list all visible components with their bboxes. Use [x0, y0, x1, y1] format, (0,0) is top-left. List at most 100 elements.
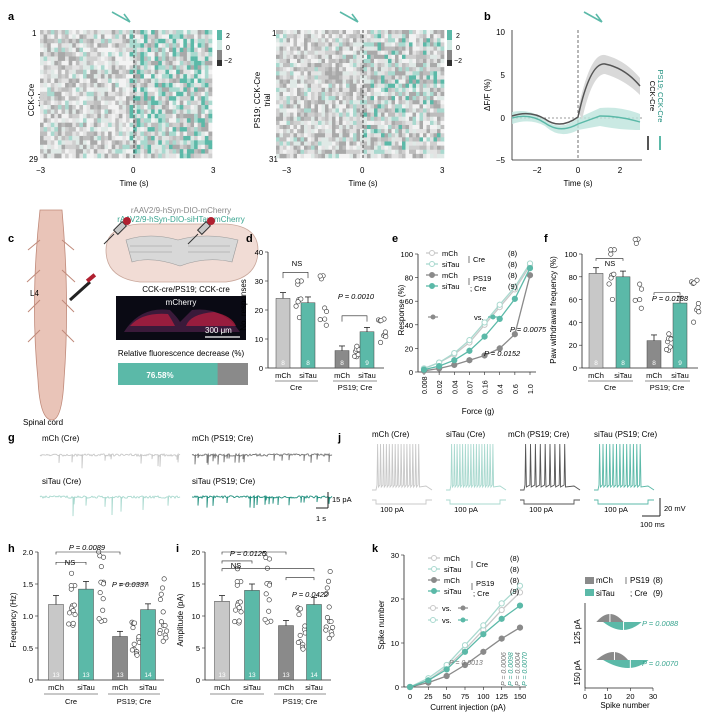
heatmap-cell	[297, 108, 301, 113]
legend-marker	[431, 588, 437, 594]
heatmap-cell	[346, 112, 350, 118]
heatmap-cell	[140, 135, 145, 141]
heatmap-cell	[286, 133, 291, 138]
heatmap-cell	[65, 96, 69, 101]
heatmap-cell	[314, 79, 319, 84]
heatmap-cell	[169, 96, 173, 101]
heatmap-cell	[283, 145, 287, 151]
heatmap-cell	[154, 47, 159, 53]
heatmap-cell	[388, 38, 392, 43]
heatmap-cell	[40, 144, 44, 150]
series-point	[511, 295, 518, 302]
heatmap-cell	[300, 149, 305, 155]
heatmap-cell	[179, 109, 184, 115]
heatmap-cell	[321, 137, 326, 142]
heatmap-cell	[321, 124, 326, 130]
heatmap-cell	[57, 140, 62, 146]
cbar-right-2: 2	[456, 33, 460, 40]
heatmap-cell	[388, 91, 392, 97]
heatmap-cell	[133, 69, 138, 75]
heatmap-cell	[276, 96, 280, 101]
heatmap-cell	[50, 78, 55, 84]
heatmap-cell	[43, 118, 48, 123]
series-point	[406, 683, 414, 691]
heatmap-cell	[290, 83, 294, 89]
heatmap-cell	[377, 96, 382, 101]
heatmap-cell	[339, 137, 343, 142]
heatmap-cell	[172, 144, 177, 150]
heatmap-cell	[325, 38, 329, 43]
heatmap-cell	[97, 109, 102, 115]
heatmap-cell	[100, 87, 105, 93]
heatmap-cell	[335, 141, 340, 146]
heatmap-cell	[325, 141, 329, 146]
heatmap-cell	[440, 116, 445, 122]
heatmap-cell	[332, 83, 336, 89]
heatmap-cell	[83, 91, 87, 97]
heatmap-cell	[65, 144, 69, 150]
heatmap-cell	[204, 69, 209, 75]
heatmap-cell	[342, 108, 347, 113]
heatmap-cell	[108, 109, 112, 115]
y-tick-label: 0	[259, 364, 263, 373]
heatmap-cell	[93, 52, 98, 57]
heatmap-cell	[374, 149, 378, 155]
heatmap-cell	[147, 43, 152, 48]
heatmap-cell	[367, 87, 371, 93]
heatmap-cell	[61, 52, 66, 57]
heatmap-cell	[405, 30, 410, 35]
heatmap-cell	[179, 153, 184, 159]
heatmap-cell	[172, 96, 177, 101]
heatmap-cell	[360, 42, 364, 47]
heatmap-cell	[363, 54, 368, 60]
heatmap-cell	[201, 91, 206, 97]
data-dot	[378, 318, 384, 324]
heatmap-cell	[194, 118, 198, 123]
heatmap-cell	[402, 54, 406, 60]
heatmap-cell	[172, 105, 177, 110]
heatmap-cell	[367, 54, 371, 60]
heatmap-cell	[126, 91, 130, 97]
heatmap-cell	[433, 112, 438, 118]
heatmap-cell	[47, 109, 52, 115]
heatmap-cell	[136, 47, 141, 53]
heatmap-cell	[129, 135, 134, 141]
heatmap-cell	[328, 141, 333, 146]
heatmap-cell	[93, 122, 98, 128]
heatmap-cell	[54, 131, 59, 137]
heatmap-cell	[318, 141, 322, 146]
heatmap-cell	[304, 42, 308, 47]
heatmap-cell	[346, 34, 350, 39]
heatmap-cell	[197, 144, 202, 150]
heatmap-cell	[377, 120, 382, 126]
heatmap-cell	[151, 109, 155, 115]
heatmap-cell	[349, 38, 354, 43]
heatmap-cell	[158, 100, 163, 106]
y-tick-label: 0	[395, 683, 399, 692]
heatmap-cell	[118, 43, 123, 48]
heatmap-cell	[318, 83, 322, 89]
heatmap-cell	[279, 63, 284, 68]
heatmap-cell	[140, 69, 145, 75]
heatmap-cell	[353, 30, 357, 35]
heatmap-cell	[190, 38, 195, 44]
heatmap-cell	[111, 74, 116, 79]
heatmap-cell	[290, 145, 294, 151]
heatmap-cell	[346, 58, 350, 64]
heatmap-cell	[276, 54, 280, 60]
heatmap-cell	[426, 145, 431, 151]
heatmap-cell	[430, 46, 434, 51]
heatmap-cell	[161, 47, 166, 53]
heatmap-cell	[374, 104, 378, 109]
heatmap-cell	[377, 153, 382, 159]
heatmap-cell	[328, 75, 333, 80]
heatmap-cell	[97, 82, 102, 88]
heatmap-cell	[136, 135, 141, 141]
heatmap-cell	[381, 30, 385, 35]
heatmap-cell	[143, 105, 148, 110]
heatmap-cell	[100, 96, 105, 101]
heatmap-cell	[151, 122, 155, 128]
heatmap-cell	[43, 91, 48, 97]
heatmap-cell	[72, 109, 77, 115]
heatmap-cell	[297, 54, 301, 60]
